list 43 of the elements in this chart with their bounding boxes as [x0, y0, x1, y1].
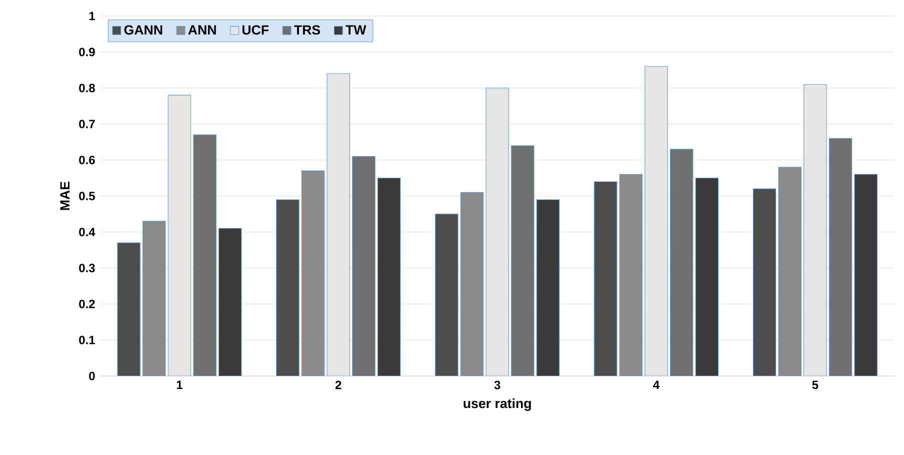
- y-tick-label: 0.2: [79, 300, 95, 308]
- bar: [670, 148, 694, 376]
- y-tick-label: 0.7: [79, 120, 95, 128]
- bar: [619, 174, 643, 376]
- y-tick-label: 0.6: [79, 156, 95, 164]
- bar: [828, 138, 852, 376]
- legend-label: ANN: [188, 25, 216, 34]
- bar: [218, 228, 242, 376]
- y-tick-label: 0: [89, 372, 95, 380]
- x-tick-label: 5: [812, 380, 818, 390]
- bar: [752, 188, 776, 376]
- y-tick-label: 0.1: [79, 336, 95, 344]
- bar: [594, 181, 618, 376]
- y-tick-label: 0.5: [79, 192, 95, 200]
- bar: [511, 145, 534, 376]
- x-tick-label: 2: [335, 380, 342, 390]
- bar: [536, 199, 560, 376]
- legend-label: TRS: [294, 25, 320, 35]
- legend-label: UCF: [242, 25, 269, 35]
- legend-label: GANN: [124, 25, 162, 35]
- bar: [276, 199, 300, 376]
- x-axis-title: user rating: [464, 398, 531, 411]
- bar: [460, 192, 484, 376]
- bar: [695, 178, 719, 376]
- bar: [435, 214, 458, 376]
- y-tick-label: 0.9: [79, 48, 95, 56]
- bar: [352, 156, 376, 376]
- bar: [142, 220, 166, 376]
- bar: [377, 178, 401, 376]
- y-tick-label: 0.8: [79, 84, 95, 92]
- bar: [193, 134, 216, 376]
- x-tick-label: 4: [653, 380, 660, 389]
- bar: [854, 174, 878, 376]
- bar: [117, 242, 140, 376]
- y-tick-label: 0.4: [79, 228, 96, 236]
- x-tick-label: 1: [176, 380, 182, 389]
- bar: [778, 166, 802, 376]
- y-axis-title: MAE: [60, 182, 70, 210]
- legend-label: TW: [346, 25, 366, 34]
- bar: [301, 170, 325, 376]
- y-tick-label: 0.3: [79, 264, 95, 272]
- y-tick-label: 1: [89, 12, 95, 20]
- x-tick-label: 3: [494, 380, 500, 390]
